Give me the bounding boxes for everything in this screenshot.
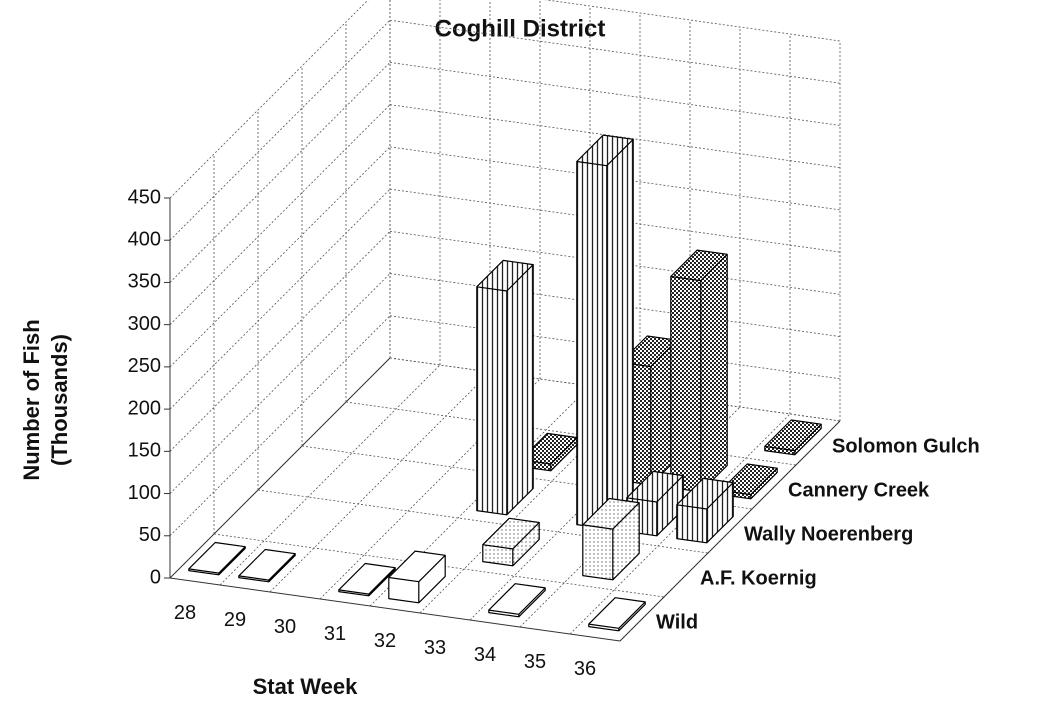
floor-line [219, 364, 441, 586]
bar [582, 497, 640, 581]
y-tick-label: 0 [150, 566, 161, 588]
grid-line [389, 62, 841, 126]
x-tick-label: 36 [574, 658, 596, 680]
bar [676, 477, 734, 544]
y-tick-label: 200 [128, 397, 161, 419]
y-axis-title-line: Number of Fish [19, 319, 44, 480]
grid-line [169, 0, 369, 199]
depth-axis-line [619, 420, 841, 642]
bar [720, 463, 778, 500]
grid-line [389, 19, 841, 84]
y-axis-title: Number of Fish (Thousands) [19, 319, 72, 480]
x-tick-label: 35 [524, 651, 546, 673]
x-tick-label: 29 [224, 609, 246, 631]
bar [238, 548, 296, 583]
y-tick-label: 350 [128, 271, 161, 293]
x-tick-label: 28 [174, 602, 196, 624]
bar [670, 249, 728, 493]
bar [188, 541, 246, 576]
y-tick-label: 400 [128, 229, 161, 251]
x-axis-title: Stat Week [253, 674, 359, 699]
floor-line [169, 357, 391, 579]
grid-line [169, 62, 391, 283]
grid-line [169, 104, 391, 325]
legend-label: Wally Noerenberg [744, 523, 913, 545]
bar [588, 597, 646, 632]
y-tick-label: 50 [139, 524, 161, 546]
grid-line [169, 188, 391, 410]
y-tick-label: 300 [128, 313, 161, 335]
bar [338, 562, 396, 597]
x-tick-label: 31 [324, 623, 346, 645]
grid-line [169, 231, 391, 452]
y-tick-label: 100 [128, 482, 161, 504]
y-tick-label: 450 [128, 186, 161, 208]
floor-line [269, 371, 491, 593]
x-tick-label: 34 [474, 644, 496, 666]
floor-line [169, 577, 621, 642]
chart-title: Coghill District [435, 15, 606, 42]
grid-line [169, 146, 391, 368]
bar [476, 259, 534, 516]
grid-line [169, 19, 391, 241]
y-axis-title-line: (Thousands) [47, 334, 72, 466]
bar [488, 583, 546, 618]
bar [576, 134, 634, 530]
bar [388, 550, 446, 604]
legend-label: Solomon Gulch [832, 435, 980, 457]
y-tick-label: 150 [128, 440, 161, 462]
legend-label: Cannery Creek [788, 479, 930, 501]
x-tick-label: 32 [374, 630, 396, 652]
grid-line [169, 315, 391, 537]
legend-label: Wild [656, 611, 698, 633]
y-tick-label: 250 [128, 355, 161, 377]
x-tick-label: 30 [274, 616, 296, 638]
bar [764, 419, 822, 456]
floor-line [345, 401, 797, 466]
legend-label: A.F. Koernig [700, 567, 817, 589]
x-tick-label: 33 [424, 637, 446, 659]
bar [482, 517, 540, 567]
grid-line [169, 273, 391, 494]
